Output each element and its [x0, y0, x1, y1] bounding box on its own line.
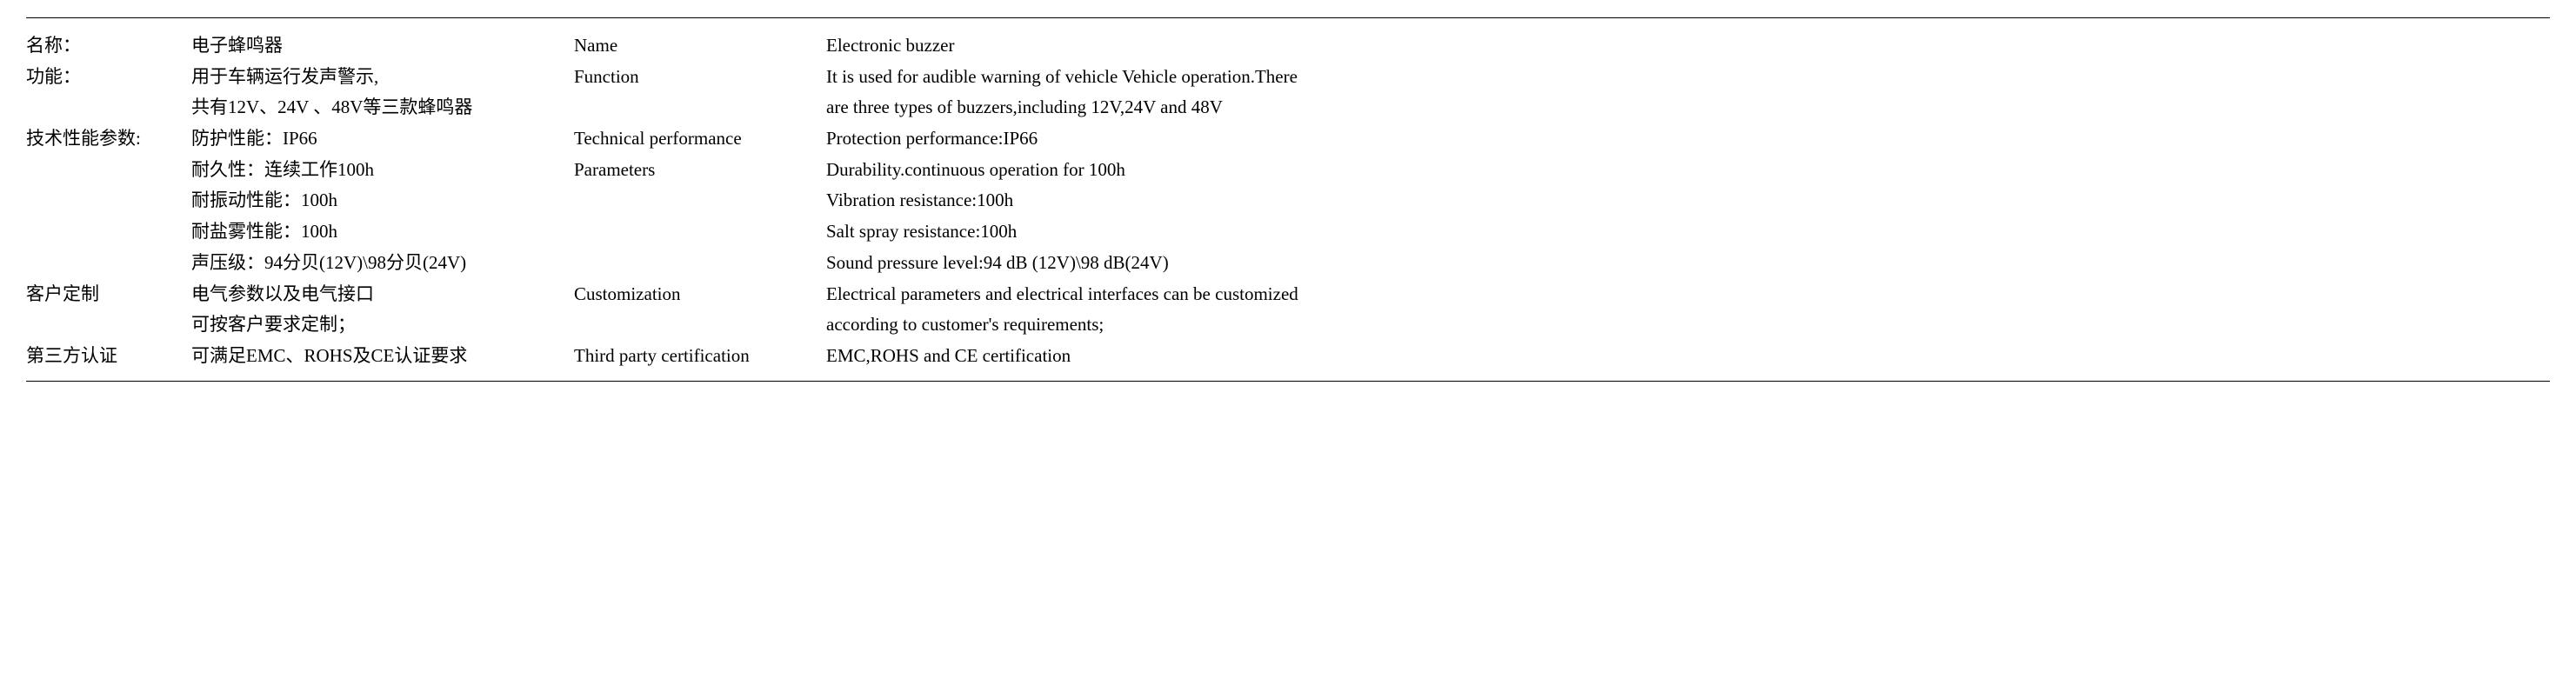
en-tech-5: Sound pressure level:94 dB (12V)\98 dB(2… [826, 248, 2550, 279]
en-tech-4: Salt spray resistance:100h [826, 216, 2550, 248]
cn-tech-5: 声压级：94分贝(12V)\98分贝(24V) [191, 248, 565, 279]
blank [574, 185, 818, 216]
cn-custom-value-2: 可按客户要求定制； [191, 309, 565, 341]
cn-tech-4: 耐盐雾性能：100h [191, 216, 565, 248]
en-custom-label: Customization [574, 279, 818, 310]
cn-cert-value: 可满足EMC、ROHS及CE认证要求 [191, 341, 565, 372]
cn-custom-label: 客户定制 [26, 279, 183, 310]
blank [574, 216, 818, 248]
cn-tech-2: 耐久性：连续工作100h [191, 155, 565, 186]
blank [574, 309, 818, 341]
en-function-value-1: It is used for audible warning of vehicl… [826, 62, 2550, 93]
en-name-label: Name [574, 30, 818, 62]
en-tech-3: Vibration resistance:100h [826, 185, 2550, 216]
en-custom-value-1: Electrical parameters and electrical int… [826, 279, 2550, 310]
en-function-value-2: are three types of buzzers,including 12V… [826, 92, 2550, 123]
en-name-value: Electronic buzzer [826, 30, 2550, 62]
en-tech-1: Protection performance:IP66 [826, 123, 2550, 155]
cn-cert-label: 第三方认证 [26, 341, 183, 372]
cn-tech-3: 耐振动性能：100h [191, 185, 565, 216]
cn-tech-1: 防护性能：IP66 [191, 123, 565, 155]
cn-function-label: 功能： [26, 62, 183, 93]
en-function-label: Function [574, 62, 818, 93]
en-tech-2: Durability.continuous operation for 100h [826, 155, 2550, 186]
cn-tech-label: 技术性能参数: [26, 123, 183, 155]
blank [26, 309, 183, 341]
cn-name-value: 电子蜂鸣器 [191, 30, 565, 62]
blank [26, 155, 183, 186]
cn-custom-value-1: 电气参数以及电气接口 [191, 279, 565, 310]
en-tech-label-1: Technical performance [574, 123, 818, 155]
blank [574, 92, 818, 123]
blank [26, 216, 183, 248]
blank [574, 248, 818, 279]
blank [26, 185, 183, 216]
specification-table: 名称： 电子蜂鸣器 Name Electronic buzzer 功能： 用于车… [26, 17, 2550, 382]
en-custom-value-2: according to customer's requirements; [826, 309, 2550, 341]
en-cert-label: Third party certification [574, 341, 818, 372]
blank [26, 248, 183, 279]
cn-function-value-2: 共有12V、24V 、48V等三款蜂鸣器 [191, 92, 565, 123]
cn-name-label: 名称： [26, 30, 183, 62]
en-cert-value: EMC,ROHS and CE certification [826, 341, 2550, 372]
blank [26, 92, 183, 123]
cn-function-value-1: 用于车辆运行发声警示, [191, 62, 565, 93]
en-tech-label-2: Parameters [574, 155, 818, 186]
